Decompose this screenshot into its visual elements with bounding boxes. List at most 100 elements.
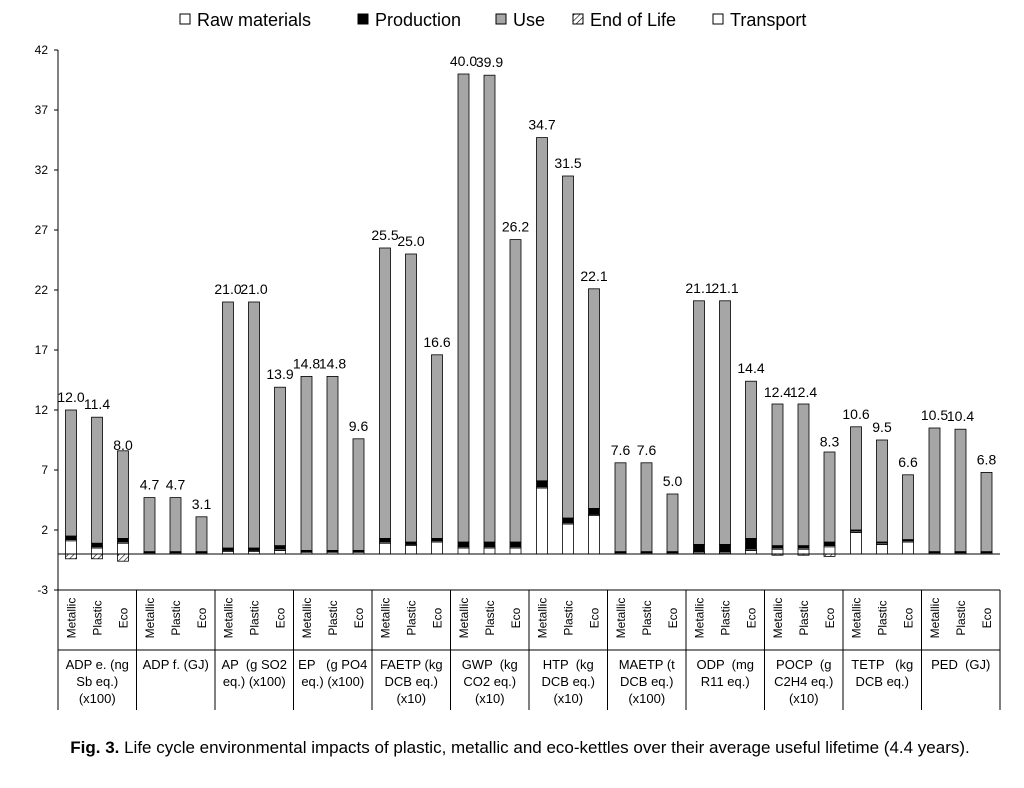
bar-name-label: Eco xyxy=(980,607,994,628)
bar-name-label: Metallic xyxy=(222,598,236,639)
bar-segment-use xyxy=(379,247,391,539)
bar-name-label: Plastic xyxy=(562,600,576,635)
bar-value-label: 25.0 xyxy=(397,233,424,249)
bar-value-label: 6.6 xyxy=(898,454,918,470)
bar-segment-production xyxy=(483,541,496,548)
bar-value-label: 25.5 xyxy=(371,227,398,243)
bar-value-label: 4.7 xyxy=(166,477,186,493)
bar-name-label: Plastic xyxy=(954,600,968,635)
bar-segment-use xyxy=(91,416,103,544)
bar-segment-use xyxy=(483,74,496,543)
bar-segment-transport xyxy=(850,532,862,555)
y-tick-label: 22 xyxy=(35,283,49,297)
y-tick-label: 27 xyxy=(35,223,49,237)
bar-segment-production xyxy=(65,535,77,540)
y-tick-label: 42 xyxy=(35,43,49,57)
bar-segment-transport xyxy=(797,548,810,555)
bar-segment-use xyxy=(195,516,208,552)
legend: Raw materials Production Use End of Life Tra… xyxy=(179,10,806,30)
bar-name-label: Plastic xyxy=(719,600,733,635)
bar-segment-transport xyxy=(823,546,836,555)
legend-production-swatch xyxy=(357,13,369,25)
bar-name-label: Plastic xyxy=(876,600,890,635)
bar-name-label: Metallic xyxy=(693,598,707,639)
y-tick-label: 32 xyxy=(35,163,49,177)
bar-segment-use xyxy=(745,380,757,539)
bar-name-label: Metallic xyxy=(614,598,628,639)
caption-fig-label: Fig. 3. xyxy=(70,738,120,757)
bar-segment-use xyxy=(562,175,574,519)
bar-segment-production xyxy=(536,480,548,488)
bar-name-label: Metallic xyxy=(536,598,550,639)
bar-segment-transport xyxy=(536,487,548,555)
bar-name-label: Eco xyxy=(745,607,759,628)
bar-segment-transport xyxy=(91,547,103,555)
bar-name-label: Eco xyxy=(352,607,366,628)
bar-segment-use xyxy=(823,451,836,543)
bar-segment-use xyxy=(352,438,365,551)
bar-value-label: 7.6 xyxy=(611,442,631,458)
bar-value-label: 12.0 xyxy=(57,389,84,405)
legend-end-of-life-swatch xyxy=(572,13,584,25)
bar-segment-production xyxy=(693,544,705,553)
bar-name-label: Eco xyxy=(902,607,916,628)
bar-name-label: Eco xyxy=(823,607,837,628)
bar-segment-use xyxy=(902,474,914,540)
bar-segment-production xyxy=(823,541,836,546)
bar-segment-production xyxy=(719,544,731,553)
bar-value-label: 12.4 xyxy=(764,384,791,400)
bar-name-label: Metallic xyxy=(65,598,79,639)
stacked-bar-chart: Raw materials Production Use End of Life Tra… xyxy=(35,10,1001,710)
legend-transport-swatch xyxy=(712,13,724,25)
bar-segment-production xyxy=(562,517,574,524)
bar-name-label: Eco xyxy=(117,607,131,628)
bar-segment-use xyxy=(876,439,888,543)
bar-name-label: Plastic xyxy=(248,600,262,635)
category-label: ODP (mg xyxy=(696,657,754,672)
bar-name-label: Eco xyxy=(195,607,209,628)
bar-segment-use xyxy=(248,301,260,549)
bar-value-label: 8.3 xyxy=(820,433,840,449)
bar-segment-use xyxy=(431,354,443,539)
bar-value-label: 21.0 xyxy=(240,281,267,297)
bar-segment-transport xyxy=(457,547,470,555)
bar-value-label: 8.0 xyxy=(113,437,133,453)
bar-name-label: Eco xyxy=(588,607,602,628)
category-label: C2H4 eq.) xyxy=(774,674,833,689)
category-label: GWP (kg xyxy=(462,657,518,672)
legend-production-label: Production xyxy=(375,10,461,30)
bar-segment-use xyxy=(693,300,705,545)
bar-name-label: Metallic xyxy=(850,598,864,639)
bar-segment-transport xyxy=(509,547,522,555)
bar-segment-transport xyxy=(405,545,417,555)
bar-segment-use xyxy=(169,497,182,553)
bar-value-label: 21.1 xyxy=(685,280,712,296)
bar-name-label: Plastic xyxy=(405,600,419,635)
bar-value-label: 6.8 xyxy=(977,451,997,467)
bar-segment-transport xyxy=(876,544,888,555)
bar-value-label: 3.1 xyxy=(192,496,212,512)
bar-segment-use xyxy=(588,288,600,509)
bar-segment-use xyxy=(117,450,129,539)
bar-value-label: 10.6 xyxy=(842,406,869,422)
bar-segment-transport xyxy=(771,548,784,555)
bar-segment-production xyxy=(274,545,286,550)
y-tick-label: 7 xyxy=(41,463,48,477)
legend-transport-label: Transport xyxy=(730,10,806,30)
bar-segment-transport xyxy=(117,542,129,555)
bar-name-label: Plastic xyxy=(326,600,340,635)
bar-segment-use xyxy=(771,403,784,547)
bar-segment-use xyxy=(954,428,967,553)
bar-segment-transport xyxy=(431,541,443,555)
category-label: (x10) xyxy=(396,691,426,706)
category-label: DCB eq.) xyxy=(856,674,909,689)
bar-value-label: 11.4 xyxy=(84,396,110,412)
bar-segment-use xyxy=(457,73,470,543)
bar-value-label: 10.5 xyxy=(921,407,948,423)
bar-name-label: Plastic xyxy=(91,600,105,635)
bar-name-label: Plastic xyxy=(169,600,183,635)
bar-segment-use xyxy=(326,375,339,551)
x-axis: Metallic Plastic Eco ADP e. (ng Sb eq.) (x100… xyxy=(57,553,1001,710)
category-label: DCB eq.) xyxy=(385,674,438,689)
bar-value-label: 14.8 xyxy=(319,355,346,371)
